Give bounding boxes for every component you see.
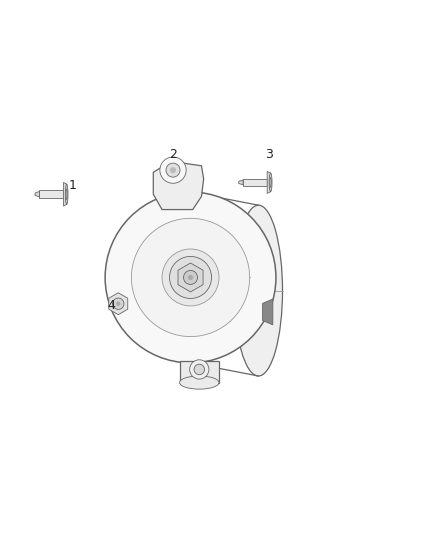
Circle shape bbox=[194, 364, 205, 375]
Circle shape bbox=[116, 302, 120, 306]
Ellipse shape bbox=[270, 177, 271, 187]
Text: 4: 4 bbox=[108, 300, 116, 312]
Circle shape bbox=[170, 256, 212, 298]
Circle shape bbox=[170, 167, 176, 173]
Polygon shape bbox=[178, 263, 203, 292]
Ellipse shape bbox=[234, 205, 283, 376]
Ellipse shape bbox=[269, 173, 272, 192]
Polygon shape bbox=[153, 161, 204, 209]
Text: 2: 2 bbox=[169, 148, 177, 161]
Circle shape bbox=[188, 275, 193, 280]
Circle shape bbox=[184, 270, 198, 285]
Polygon shape bbox=[64, 182, 67, 206]
Text: 3: 3 bbox=[265, 148, 273, 161]
Polygon shape bbox=[243, 179, 267, 186]
Ellipse shape bbox=[180, 376, 219, 389]
Polygon shape bbox=[267, 172, 271, 193]
Circle shape bbox=[166, 163, 180, 177]
Text: 1: 1 bbox=[68, 179, 76, 192]
Polygon shape bbox=[35, 191, 39, 197]
Circle shape bbox=[190, 360, 209, 379]
Polygon shape bbox=[109, 293, 128, 314]
Circle shape bbox=[131, 219, 250, 336]
Circle shape bbox=[113, 298, 124, 310]
Ellipse shape bbox=[65, 184, 68, 204]
Polygon shape bbox=[262, 299, 273, 325]
Polygon shape bbox=[180, 361, 219, 383]
Polygon shape bbox=[39, 190, 64, 198]
Circle shape bbox=[105, 192, 276, 363]
Polygon shape bbox=[239, 180, 243, 185]
Circle shape bbox=[162, 249, 219, 306]
Circle shape bbox=[160, 157, 186, 183]
Ellipse shape bbox=[66, 189, 67, 199]
